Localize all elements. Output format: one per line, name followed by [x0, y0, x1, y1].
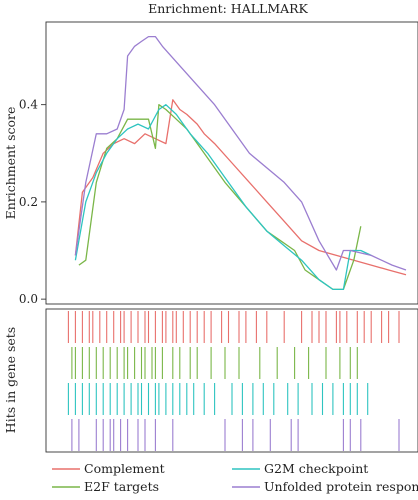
legend-label: G2M checkpoint — [264, 461, 368, 476]
legend: Complement E2F targets G2M checkpoint Unfol… — [52, 461, 418, 494]
plot-frame — [45, 21, 418, 305]
legend-item-e2f-targets: E2F targets — [52, 479, 159, 494]
hit-rugs — [67, 311, 400, 451]
y-tick-label: 0.2 — [19, 195, 38, 209]
series-line-complement — [74, 99, 407, 276]
hits-frame — [45, 308, 418, 453]
series-line-e2f-targets — [78, 104, 362, 291]
legend-label: Complement — [84, 461, 165, 476]
y-axis-label: Enrichment score — [3, 107, 18, 220]
legend-label: Unfolded protein response — [264, 479, 418, 494]
hits-axis-label: Hits in gene sets — [3, 327, 18, 433]
legend-label: E2F targets — [84, 479, 159, 494]
legend-item-complement: Complement — [52, 461, 165, 476]
legend-item-g2m-checkpoint: G2M checkpoint — [232, 461, 368, 476]
y-tick-label: 0.0 — [19, 292, 38, 306]
chart-title: Enrichment: HALLMARK — [148, 1, 308, 16]
hit-row-g2m-checkpoint — [67, 383, 369, 415]
y-tick-label: 0.4 — [19, 98, 38, 112]
hit-row-e2f-targets — [71, 347, 358, 379]
series-line-unfolded-protein-response — [74, 35, 407, 271]
hit-row-complement — [67, 311, 400, 343]
series-line-g2m-checkpoint — [74, 104, 372, 291]
y-axis: 0.0 0.2 0.4 — [19, 98, 46, 306]
hit-row-unfolded-protein-response — [71, 419, 400, 451]
series-lines — [74, 35, 407, 291]
legend-item-unfolded-protein-response: Unfolded protein response — [232, 479, 418, 494]
